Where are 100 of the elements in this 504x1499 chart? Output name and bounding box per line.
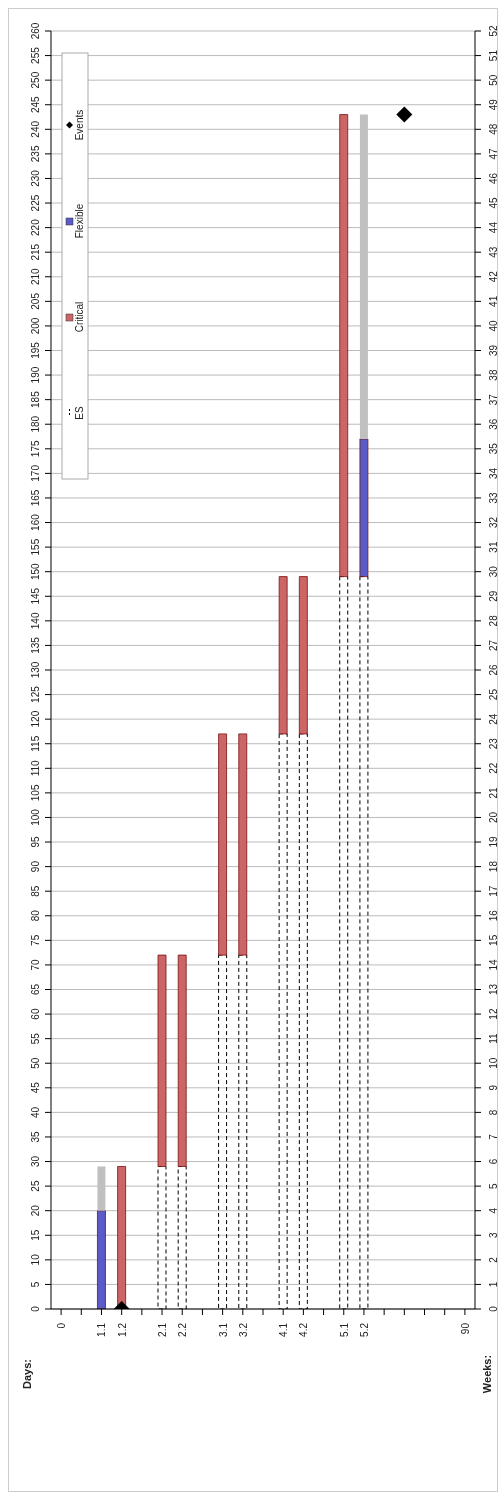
y-tick-label: 60: [30, 1008, 41, 1020]
x-tick-label: 2.2: [177, 1322, 189, 1337]
y-tick-label: 215: [30, 243, 41, 261]
y-tick-label: 10: [30, 1253, 41, 1266]
y-tick-label: 30: [30, 1155, 41, 1168]
y2-tick-label: 48: [488, 123, 499, 135]
y2-tick-label: 12: [488, 1008, 499, 1020]
bar: [339, 114, 349, 578]
y-tick-label: 165: [30, 489, 41, 507]
bar: [97, 1210, 106, 1309]
y2-tick-label: 7: [488, 1133, 499, 1140]
y-tick-label: 230: [30, 169, 41, 187]
legend-label: Critical: [74, 301, 85, 333]
y-tick-label: 85: [30, 885, 41, 897]
y-tick-label: 130: [30, 661, 41, 679]
y2-tick-label: 19: [488, 836, 499, 848]
x-tick-label: 1.2: [116, 1322, 128, 1337]
y-tick-label: 15: [30, 1229, 41, 1241]
x-tick-label: 1.1: [96, 1322, 108, 1337]
y-tick-label: 0: [30, 1305, 41, 1312]
legend-label: ES: [74, 406, 85, 420]
y2-tick-label: 29: [488, 590, 499, 602]
x-tick-label: 5.2: [358, 1322, 370, 1337]
y2-tick-label: 18: [488, 860, 499, 873]
bar: [298, 576, 308, 735]
y2-tick-label: 6: [488, 1158, 499, 1165]
x-tick-label: 90: [459, 1322, 471, 1335]
y-tick-label: 50: [30, 1057, 41, 1069]
y-tick-label: 245: [30, 95, 41, 114]
y2-tick-label: 40: [488, 319, 499, 332]
y2-axis-title: Weeks:: [481, 1354, 493, 1394]
y-tick-label: 155: [30, 538, 41, 556]
y-tick-label: 75: [30, 934, 41, 946]
y2-tick-label: 16: [488, 909, 499, 922]
y2-tick-label: 0: [488, 1305, 499, 1312]
y2-tick-label: 35: [488, 442, 499, 455]
x-tick-label: 3.2: [237, 1322, 249, 1337]
y-tick-label: 235: [30, 145, 41, 163]
y-tick-label: 205: [30, 292, 41, 310]
y2-tick-label: 15: [488, 934, 499, 946]
y-tick-label: 70: [30, 958, 41, 971]
bar: [359, 438, 369, 578]
y-tick-label: 210: [30, 267, 41, 286]
y2-tick-label: 11: [488, 1033, 499, 1044]
y2-tick-label: 4: [488, 1207, 499, 1214]
y-tick-label: 185: [30, 390, 41, 408]
y-tick-label: 140: [30, 612, 41, 630]
x-tick-label: 4.1: [278, 1322, 290, 1337]
y2-tick-label: 30: [488, 565, 499, 578]
bar: [278, 576, 288, 735]
y2-tick-label: 23: [488, 737, 499, 750]
y-tick-label: 180: [30, 415, 41, 433]
y-tick-label: 200: [30, 317, 41, 335]
y2-tick-label: 20: [488, 811, 499, 824]
y2-tick-label: 13: [488, 983, 499, 996]
y-tick-label: 175: [30, 440, 41, 458]
y2-tick-label: 36: [488, 418, 499, 430]
y-tick-label: 65: [30, 983, 41, 996]
y-tick-label: 110: [30, 759, 41, 777]
y-tick-label: 80: [30, 909, 41, 922]
y2-tick-label: 1: [488, 1281, 499, 1288]
y2-tick-label: 17: [488, 885, 499, 897]
y2-tick-label: 5: [488, 1182, 499, 1189]
y-tick-label: 95: [30, 836, 41, 848]
y2-tick-label: 28: [488, 614, 499, 627]
y-tick-label: 195: [30, 341, 41, 359]
y-tick-label: 170: [30, 464, 41, 482]
y2-tick-label: 9: [488, 1084, 499, 1091]
y-tick-label: 220: [30, 218, 41, 236]
bar: [157, 954, 167, 1167]
y2-tick-label: 39: [488, 344, 499, 357]
y2-tick-label: 10: [488, 1057, 499, 1069]
y2-tick-label: 51: [488, 49, 499, 62]
x-tick-label: 5.1: [338, 1322, 350, 1337]
y-tick-label: 145: [30, 587, 41, 605]
x-tick-label: 2.1: [157, 1322, 169, 1337]
y-tick-label: 25: [30, 1180, 41, 1192]
y2-tick-label: 50: [488, 74, 499, 86]
y2-tick-label: 26: [488, 664, 499, 676]
x-tick-label: 0: [56, 1322, 68, 1329]
y2-tick-label: 21: [488, 786, 499, 799]
y2-tick-label: 3: [488, 1232, 499, 1239]
y-tick-label: 115: [30, 735, 41, 752]
y-tick-label: 35: [30, 1130, 41, 1143]
y-tick-label: 255: [30, 46, 41, 64]
bar: [218, 733, 227, 956]
y2-tick-label: 49: [488, 98, 499, 111]
y-axis-title: Days:: [21, 1359, 33, 1389]
y-tick-label: 240: [30, 120, 41, 138]
y2-tick-label: 47: [488, 147, 499, 160]
y2-tick-label: 46: [488, 172, 499, 185]
y2-tick-label: 33: [488, 491, 499, 504]
y2-tick-label: 8: [488, 1109, 499, 1116]
legend-label: Events: [74, 109, 85, 141]
y-tick-label: 45: [30, 1081, 41, 1094]
y-tick-label: 260: [30, 22, 41, 40]
y2-tick-label: 37: [488, 393, 499, 406]
y2-tick-label: 31: [488, 541, 499, 553]
y2-tick-label: 32: [488, 516, 499, 529]
y-tick-label: 150: [30, 562, 41, 581]
